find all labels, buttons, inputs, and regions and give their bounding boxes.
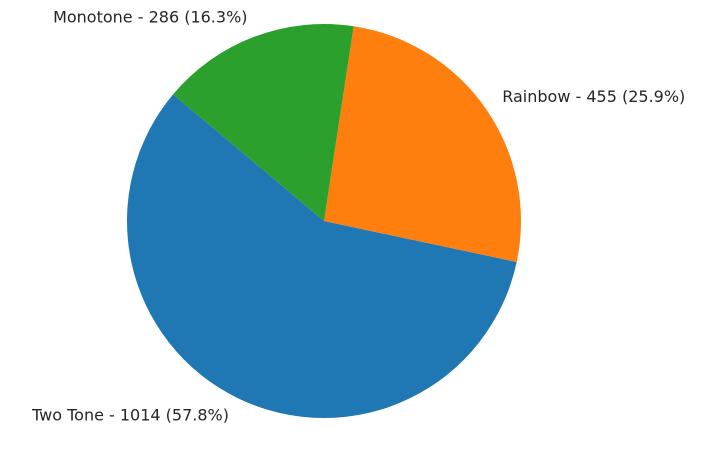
pie-slice [173,23,354,221]
pie-slice [126,94,517,419]
slice-label: Rainbow - 455 (25.9%) [502,87,685,106]
pie-slice [324,26,521,262]
slice-label: Two Tone - 1014 (57.8%) [31,405,229,424]
slice-label: Monotone - 286 (16.3%) [53,8,247,27]
